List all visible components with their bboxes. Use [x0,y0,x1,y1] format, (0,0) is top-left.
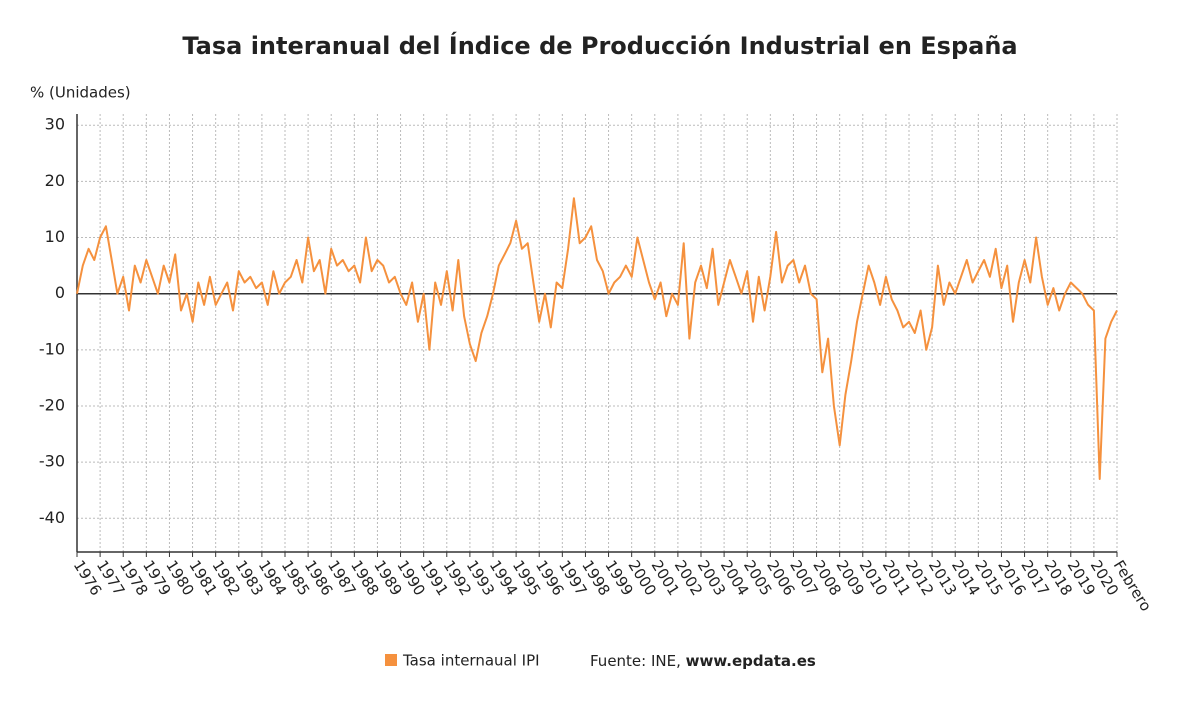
y-tick-label: -10 [39,339,65,358]
line [76,197,1118,480]
source-site: www.epdata.es [686,652,816,670]
y-tick-label: -20 [39,396,65,415]
legend-swatch [385,654,397,666]
source-prefix: Fuente: INE, [590,652,681,670]
y-tick-label: -30 [39,452,65,471]
y-tick-label: 10 [45,227,65,246]
y-tick-label: -40 [39,508,65,527]
y-tick-label: 0 [55,283,65,302]
y-tick-label: 20 [45,171,65,190]
y-axis-label: % (Unidades) [30,84,131,102]
source: Fuente: INE, www.epdata.es [590,652,816,670]
chart-title: Tasa interanual del Índice de Producción… [182,31,1017,60]
legend-label: Tasa internaual IPI [402,652,540,670]
y-tick-label: 30 [45,115,65,134]
